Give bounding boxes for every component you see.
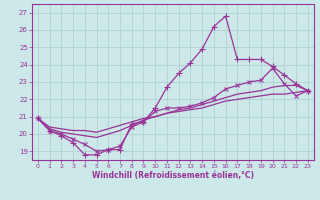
X-axis label: Windchill (Refroidissement éolien,°C): Windchill (Refroidissement éolien,°C): [92, 171, 254, 180]
